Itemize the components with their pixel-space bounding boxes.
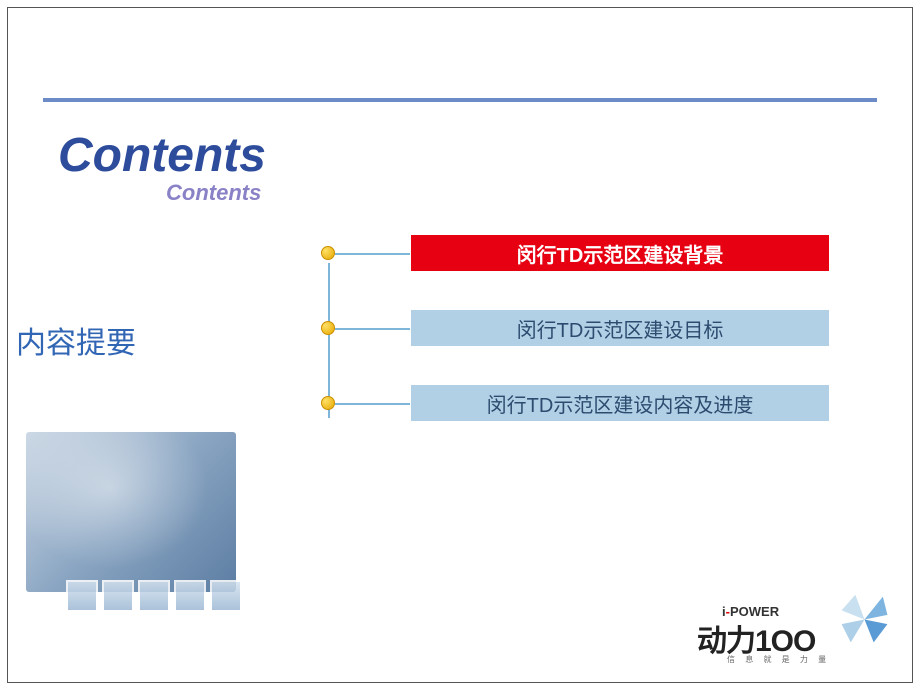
tree-connector [335, 403, 410, 405]
filmstrip-frame [138, 580, 170, 612]
title-main: Contents [58, 128, 266, 183]
bullet-icon [321, 246, 335, 260]
filmstrip-frame [210, 580, 242, 612]
photo-overlay [26, 432, 236, 592]
logo-pinwheel-icon [837, 592, 892, 647]
content-box: 闵行TD示范区建设目标 [410, 309, 830, 347]
filmstrip-icon [66, 580, 242, 612]
content-box: 闵行TD示范区建设内容及进度 [410, 384, 830, 422]
tree-connector [335, 328, 410, 330]
filmstrip-frame [102, 580, 134, 612]
logo: i-POWER 动力1OO 信 息 就 是 力 量 [692, 592, 892, 667]
photo-bg [26, 432, 236, 592]
slide-frame: Contents Contents 内容提要 闵行TD示范区建设背景 闵行TD示… [7, 7, 913, 683]
filmstrip-frame [174, 580, 206, 612]
decorative-photo [16, 432, 276, 622]
top-divider [43, 98, 877, 102]
tree-vertical-line [328, 263, 330, 418]
bullet-icon [321, 321, 335, 335]
section-label: 内容提要 [16, 318, 136, 362]
bullet-icon [321, 396, 335, 410]
filmstrip-frame [66, 580, 98, 612]
logo-tagline: 信 息 就 是 力 量 [727, 654, 830, 665]
title-sub: Contents [166, 180, 261, 206]
tree-connector [335, 253, 410, 255]
content-box-active: 闵行TD示范区建设背景 [410, 234, 830, 272]
